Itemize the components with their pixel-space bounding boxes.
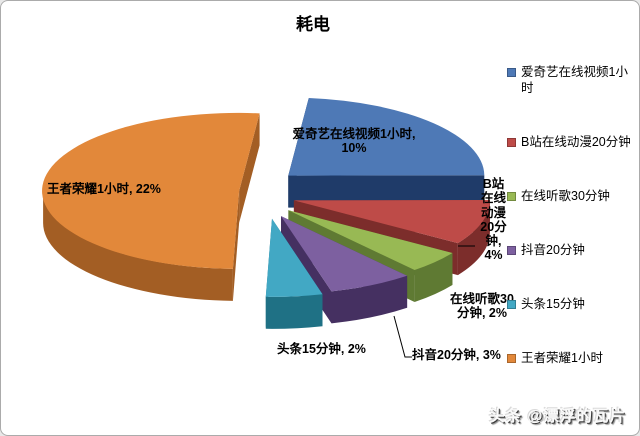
slice-label-wzry: 王者荣耀1小时, 22% (47, 182, 161, 196)
leader-line-douyin (393, 315, 412, 358)
pie-slice-5 (42, 112, 260, 269)
pie-slice-edge-wall (239, 113, 260, 223)
slice-label-bilibili: B站在线动漫20分钟, 4% (480, 177, 507, 263)
legend-label: 在线听歌30分钟 (521, 188, 610, 203)
pie-slice-0 (288, 98, 485, 176)
legend-item-iqiyi: 爱奇艺在线视频1小时 (507, 65, 635, 96)
watermark: 头条 @漂浮的瓦片 (489, 408, 626, 425)
slice-label-iqiyi: 爱奇艺在线视频1小时, 10% (292, 127, 416, 156)
legend-marker-bilibili (507, 137, 516, 147)
legend-marker-wzry (507, 354, 516, 364)
pie-slice-rim-wall (457, 200, 490, 276)
slice-label-douyin: 抖音20分钟, 3% (412, 348, 501, 362)
legend-label: B站在线动漫20分钟 (521, 134, 631, 149)
pie-slice-rim-wall (414, 253, 453, 302)
chart-title: 耗电 (296, 15, 330, 34)
legend-label: 爱奇艺在线视频1小时 (521, 65, 628, 95)
pie-slice-rim-wall (331, 275, 408, 324)
legend-label: 王者荣耀1小时 (521, 351, 603, 366)
pie-slice-1 (293, 200, 490, 244)
pie-slice-2 (288, 210, 453, 270)
pie-slice-edge-wall (232, 191, 240, 301)
pie-slice-edge-wall (288, 175, 485, 208)
pie-slice-4 (265, 218, 323, 297)
slice-label-music: 在线听歌30分钟, 2% (450, 292, 514, 321)
legend-item-douyin: 抖音20分钟 (507, 243, 635, 259)
pie-slice-rim-wall (43, 191, 233, 301)
pie-slice-3 (281, 216, 408, 292)
legend-label: 头条15分钟 (521, 297, 585, 312)
legend-marker-toutiao (507, 300, 516, 310)
legend-item-toutiao: 头条15分钟 (507, 297, 635, 313)
slice-label-toutiao: 头条15分钟, 2% (277, 342, 366, 356)
legend-item-music: 在线听歌30分钟 (507, 189, 635, 205)
legend-marker-iqiyi (507, 68, 516, 77)
legend-item-wzry: 王者荣耀1小时 (507, 351, 635, 367)
legend-marker-douyin (507, 246, 516, 256)
legend-marker-music (507, 191, 516, 201)
pie-slice-rim-wall (265, 294, 323, 329)
legend: 爱奇艺在线视频1小时 B站在线动漫20分钟 在线听歌30分钟 抖音20分钟 头条… (507, 65, 635, 367)
legend-item-bilibili: B站在线动漫20分钟 (507, 135, 635, 151)
legend-label: 抖音20分钟 (521, 243, 585, 258)
